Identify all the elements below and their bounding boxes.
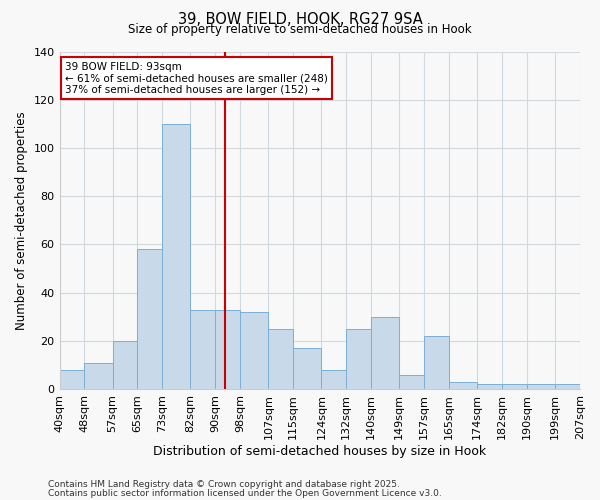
Bar — [268, 329, 293, 389]
Text: 39, BOW FIELD, HOOK, RG27 9SA: 39, BOW FIELD, HOOK, RG27 9SA — [178, 12, 422, 28]
Bar — [293, 348, 322, 389]
Text: Contains public sector information licensed under the Open Government Licence v3: Contains public sector information licen… — [48, 489, 442, 498]
Bar — [399, 374, 424, 389]
Bar — [527, 384, 555, 389]
Bar — [449, 382, 477, 389]
Bar — [322, 370, 346, 389]
Bar — [240, 312, 268, 389]
Text: Size of property relative to semi-detached houses in Hook: Size of property relative to semi-detach… — [128, 22, 472, 36]
Y-axis label: Number of semi-detached properties: Number of semi-detached properties — [15, 111, 28, 330]
Bar — [502, 384, 527, 389]
Bar — [371, 316, 399, 389]
Bar — [163, 124, 190, 389]
X-axis label: Distribution of semi-detached houses by size in Hook: Distribution of semi-detached houses by … — [153, 444, 487, 458]
Bar — [477, 384, 502, 389]
Text: Contains HM Land Registry data © Crown copyright and database right 2025.: Contains HM Land Registry data © Crown c… — [48, 480, 400, 489]
Bar — [85, 362, 113, 389]
Bar — [424, 336, 449, 389]
Bar — [346, 329, 371, 389]
Bar — [59, 370, 85, 389]
Text: 39 BOW FIELD: 93sqm
← 61% of semi-detached houses are smaller (248)
37% of semi-: 39 BOW FIELD: 93sqm ← 61% of semi-detach… — [65, 62, 328, 95]
Bar — [215, 310, 240, 389]
Bar — [137, 249, 163, 389]
Bar — [113, 341, 137, 389]
Bar — [555, 384, 580, 389]
Bar — [190, 310, 215, 389]
